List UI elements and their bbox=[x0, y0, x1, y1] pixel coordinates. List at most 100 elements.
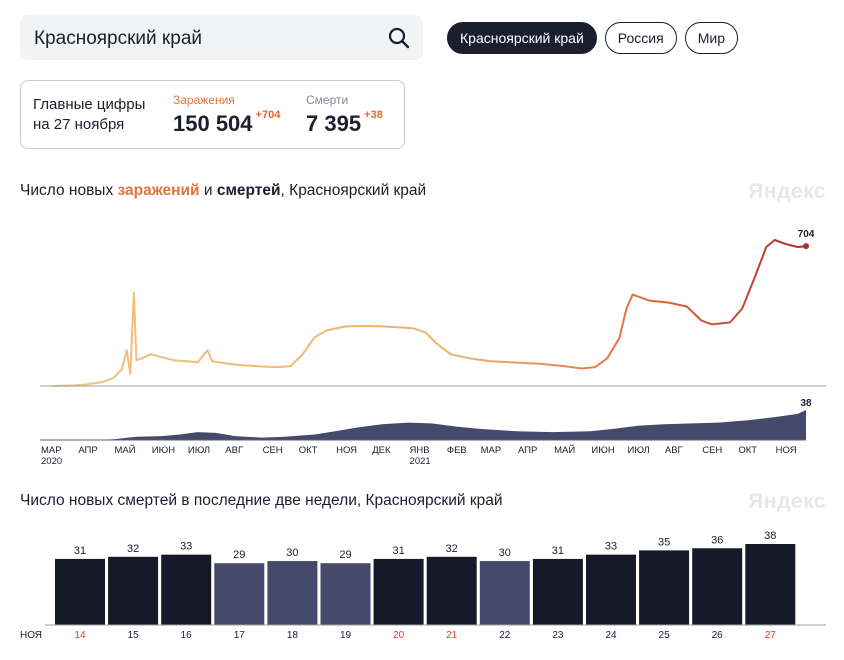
x-tick-label: ОКТ bbox=[738, 445, 757, 456]
bar-value-label: 31 bbox=[392, 545, 404, 557]
bar bbox=[586, 554, 636, 625]
infections-last-point bbox=[803, 243, 809, 250]
chip-russia[interactable]: Россия bbox=[604, 22, 677, 54]
infections-value: 150 504 bbox=[173, 111, 253, 136]
deaths-area bbox=[53, 410, 806, 440]
region-selector: Красноярский край Россия Мир bbox=[447, 22, 738, 54]
search-icon[interactable] bbox=[387, 26, 411, 50]
bar bbox=[373, 558, 424, 625]
x-tick-label: АВГ bbox=[225, 445, 243, 456]
infections-metric: Заражения 150 504 +704 bbox=[173, 93, 280, 137]
bar-value-label: 35 bbox=[658, 536, 670, 548]
summary-card: Главные цифры на 27 ноября Заражения 150… bbox=[20, 80, 405, 149]
bar bbox=[267, 561, 318, 625]
bar bbox=[55, 558, 105, 625]
infections-value-row: 150 504 +704 bbox=[173, 109, 281, 137]
bar-day-label: 18 bbox=[287, 630, 299, 641]
bar bbox=[745, 544, 796, 625]
infections-last-label: 704 bbox=[798, 229, 815, 240]
bar bbox=[692, 548, 743, 625]
summary-label-line1: Главные цифры bbox=[33, 96, 146, 113]
bar-day-label: 21 bbox=[446, 630, 458, 641]
bar-day-label: 27 bbox=[765, 630, 777, 641]
bar-day-label: 22 bbox=[499, 630, 511, 641]
yandex-watermark-1: Яндекс bbox=[748, 180, 826, 203]
chart1-title-mid: и bbox=[199, 182, 217, 199]
x-tick-label: ДЕК bbox=[372, 445, 391, 456]
bar bbox=[320, 563, 371, 625]
bar bbox=[639, 550, 690, 625]
bar bbox=[532, 558, 583, 625]
infections-caption: Заражения bbox=[173, 93, 235, 107]
x-tick-label: МАР bbox=[41, 445, 62, 456]
bar bbox=[108, 556, 159, 625]
bar-value-label: 36 bbox=[711, 534, 723, 546]
infections-line bbox=[53, 239, 807, 387]
x-tick-label: АПР bbox=[78, 445, 97, 456]
chart1-title-prefix: Число новых bbox=[20, 182, 118, 199]
search-input[interactable] bbox=[32, 15, 376, 62]
bar-value-label: 29 bbox=[339, 549, 351, 561]
bar-day-label: 26 bbox=[712, 630, 724, 641]
deaths-caption: Смерти bbox=[306, 93, 349, 107]
bar-day-label: 15 bbox=[128, 630, 140, 641]
yandex-watermark-2: Яндекс bbox=[748, 490, 826, 513]
chart1-title: Число новых заражений и смертей, Красноя… bbox=[20, 182, 426, 200]
bar-day-label: 25 bbox=[659, 630, 671, 641]
x-tick-label: МАЙ bbox=[114, 444, 135, 456]
bar-value-label: 33 bbox=[180, 541, 192, 553]
bar bbox=[426, 556, 477, 625]
bar-day-label: 17 bbox=[234, 630, 246, 641]
x-tick-label: МАЙ bbox=[554, 444, 575, 456]
infections-delta: +704 bbox=[255, 109, 281, 121]
bar-day-label: 16 bbox=[181, 630, 193, 641]
bar-day-label: 24 bbox=[605, 630, 617, 641]
x-tick-label: ИЮН bbox=[591, 445, 614, 456]
deaths-value: 7 395 bbox=[306, 111, 362, 136]
chart1-title-deaths: смертей bbox=[216, 182, 281, 199]
x-tick-year: 2020 bbox=[41, 456, 62, 467]
x-tick-label: ОКТ bbox=[299, 445, 318, 456]
bar bbox=[214, 563, 265, 625]
chart1-title-infections: заражений bbox=[117, 182, 200, 199]
bar bbox=[161, 554, 212, 625]
x-tick-label: НОЯ bbox=[336, 445, 357, 456]
summary-label-line2: на 27 ноября bbox=[33, 116, 125, 133]
x-tick-label: МАР bbox=[481, 445, 502, 456]
chip-krasnoyarsk[interactable]: Красноярский край bbox=[447, 22, 597, 54]
x-tick-label: СЕН bbox=[263, 445, 283, 456]
bar-value-label: 31 bbox=[74, 545, 86, 557]
deaths-value-row: 7 395 +38 bbox=[306, 109, 383, 137]
x-tick-label: ЯНВ bbox=[410, 445, 430, 456]
x-tick-label: ИЮЛ bbox=[188, 445, 210, 456]
deaths-delta: +38 bbox=[364, 109, 383, 121]
bar-value-label: 33 bbox=[605, 541, 617, 553]
deaths-bar-chart: 31 14 32 15 33 16 29 17 30 18 29 19 31 20 32 21 30 22 31 23… bbox=[20, 530, 826, 641]
x-tick-year: 2021 bbox=[410, 456, 431, 467]
x-tick-label: АВГ bbox=[665, 445, 683, 456]
x-tick-label: НОЯ bbox=[776, 445, 797, 456]
bar-value-label: 30 bbox=[286, 547, 298, 559]
x-tick-label: ИЮЛ bbox=[628, 445, 650, 456]
chip-world[interactable]: Мир bbox=[684, 22, 738, 54]
x-tick-label: СЕН bbox=[702, 445, 722, 456]
bar-month-label: НОЯ bbox=[20, 630, 42, 641]
bar-day-label: 19 bbox=[340, 630, 352, 641]
bar-day-label: 14 bbox=[74, 630, 86, 641]
x-tick-label: ФЕВ bbox=[447, 445, 467, 456]
chart2-title: Число новых смертей в последние две неде… bbox=[20, 492, 503, 509]
bar bbox=[479, 561, 530, 625]
deaths-metric: Смерти 7 395 +38 bbox=[306, 93, 383, 137]
deaths-last-label: 38 bbox=[800, 398, 812, 409]
bar-value-label: 30 bbox=[499, 547, 511, 559]
bar-value-label: 29 bbox=[233, 549, 245, 561]
search-box[interactable] bbox=[20, 15, 423, 62]
bar-value-label: 38 bbox=[764, 530, 776, 542]
bar-day-label: 23 bbox=[552, 630, 564, 641]
summary-label: Главные цифры на 27 ноября bbox=[33, 95, 145, 135]
bar-value-label: 31 bbox=[552, 545, 564, 557]
bar-day-label: 20 bbox=[393, 630, 405, 641]
bar-value-label: 32 bbox=[446, 543, 458, 555]
bar-value-label: 32 bbox=[127, 543, 139, 555]
